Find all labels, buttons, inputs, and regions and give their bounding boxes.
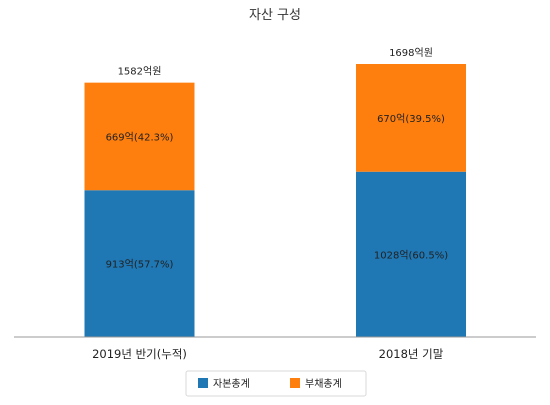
chart-title: 자산 구성	[249, 8, 301, 23]
bar-segment-liabilities-1	[356, 64, 466, 172]
bar-segment-equity-0	[84, 190, 195, 337]
total-label: 1582억원	[118, 66, 162, 78]
bar-segment-liabilities-0	[84, 82, 195, 191]
legend-label: 자본총계	[213, 378, 250, 390]
data-label: 669억(42.3%)	[106, 131, 174, 143]
x-tick-labels: 2019년 반기(누적) 2018년 기말	[92, 347, 444, 361]
x-tick-label: 2018년 기말	[379, 347, 444, 361]
data-label: 913억(57.7%)	[106, 259, 174, 271]
data-label: 1028억(60.5%)	[374, 249, 448, 261]
data-label: 670억(39.5%)	[377, 113, 445, 125]
legend-box	[185, 370, 367, 397]
x-tick-label: 2019년 반기(누적)	[92, 347, 187, 361]
legend-label: 부채총계	[305, 378, 342, 390]
total-label: 1698억원	[389, 47, 433, 59]
bar-segment-equity-1	[356, 171, 466, 337]
legend: 자본총계 부채총계	[185, 370, 367, 397]
legend-swatch	[198, 378, 208, 388]
legend-swatch	[290, 378, 300, 388]
bars-layer: 913억(57.7%) 669억(42.3%) 1582억원 1028억(60.5%)…	[84, 47, 466, 337]
